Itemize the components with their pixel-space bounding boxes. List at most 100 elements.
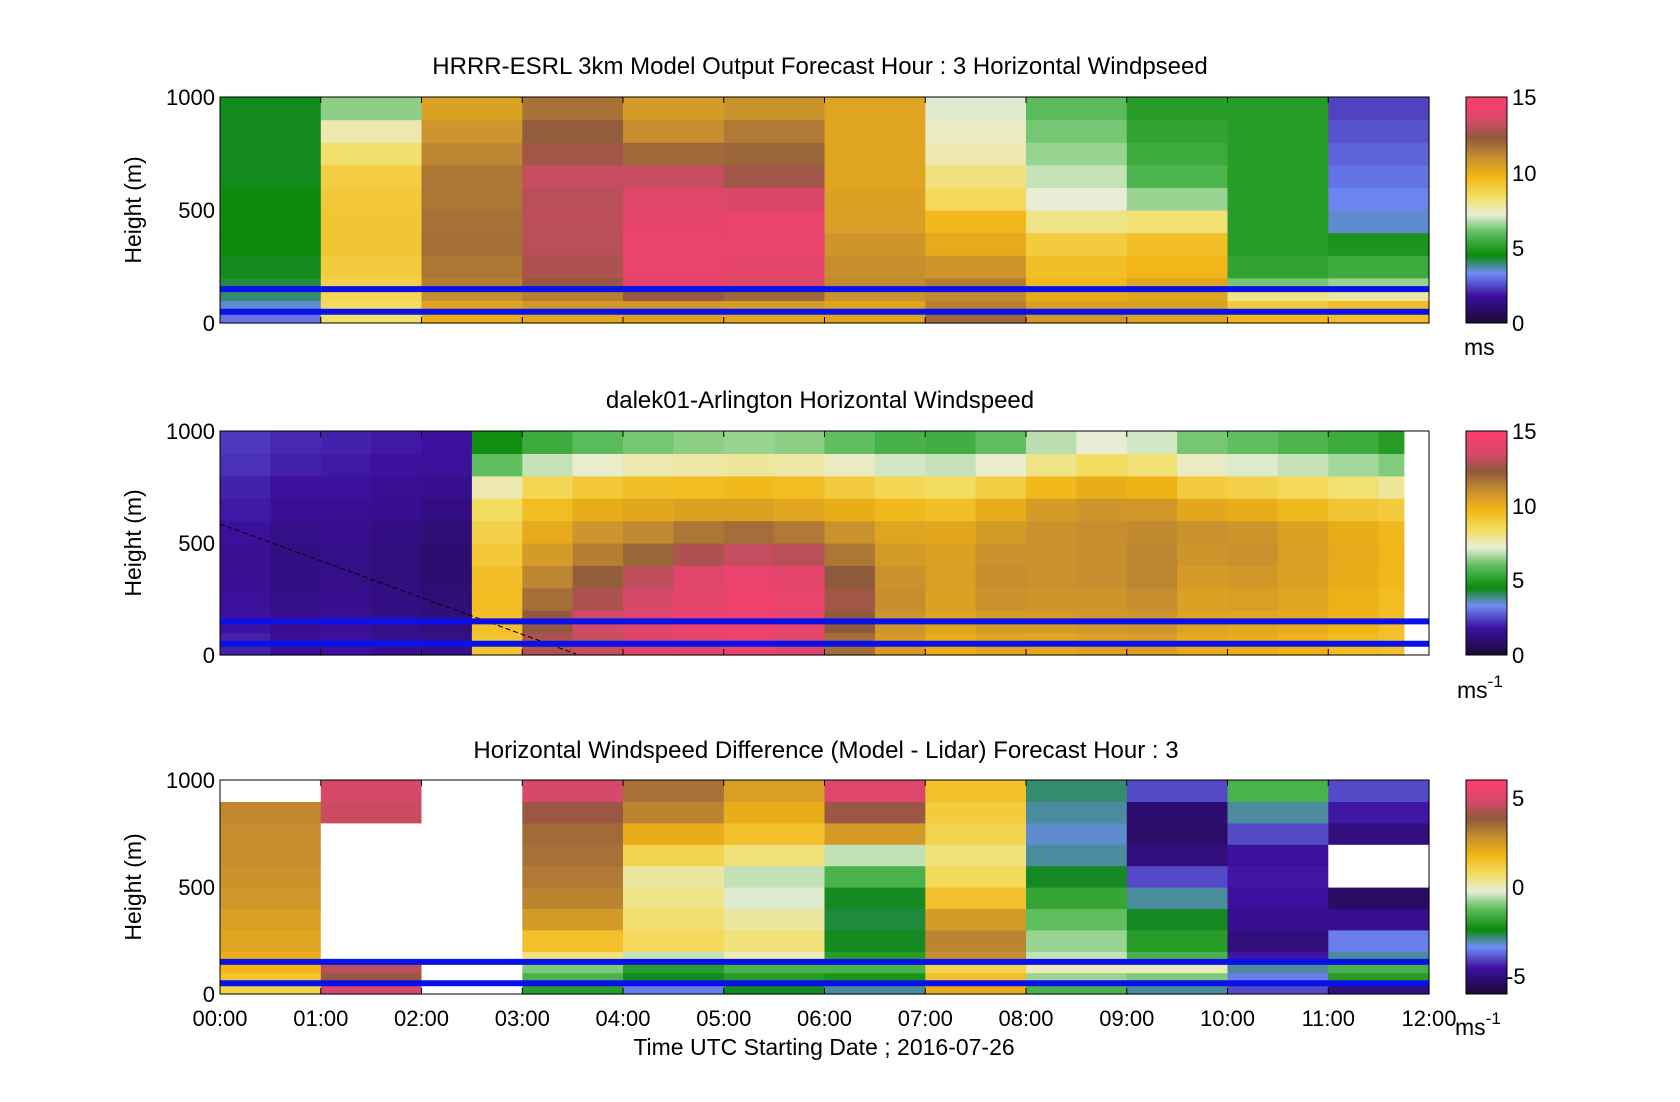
heatmap-cell	[723, 255, 826, 279]
heatmap-cell	[623, 277, 725, 290]
x-tick-label: 08:00	[998, 1006, 1053, 1031]
heatmap-cell	[1328, 300, 1430, 313]
heatmap-cell	[320, 972, 423, 984]
panel-model: HRRR-ESRL 3km Model Output Forecast Hour…	[120, 53, 1536, 360]
heatmap-cell	[824, 475, 876, 499]
heatmap-cell	[673, 520, 725, 544]
heatmap-cell	[1026, 453, 1077, 477]
panel-model-y-ticks: 1000 500 0	[166, 85, 215, 336]
panel-lidar-ytick-500: 500	[178, 531, 215, 556]
heatmap-cell	[522, 311, 624, 324]
heatmap-cell	[824, 961, 926, 974]
heatmap-cell	[723, 453, 775, 477]
heatmap-cell	[320, 844, 423, 867]
panel-lidar-heatmap	[220, 431, 1405, 656]
heatmap-cell	[1076, 587, 1128, 611]
heatmap-cell	[824, 543, 876, 566]
panel-model-ytick-500: 500	[178, 198, 215, 223]
heatmap-cell	[824, 565, 876, 589]
heatmap-cell	[774, 587, 826, 611]
heatmap-cell	[1328, 908, 1430, 931]
heatmap-cell	[1026, 311, 1128, 324]
heatmap-cell	[774, 475, 826, 499]
heatmap-cell	[723, 780, 826, 802]
heatmap-cell	[220, 780, 322, 802]
heatmap-cell	[925, 780, 1027, 802]
heatmap-cell	[320, 164, 423, 188]
heatmap-cell	[1328, 951, 1430, 963]
panel-model-cbar-tick-5: 5	[1512, 236, 1524, 261]
heatmap-cell	[1227, 142, 1329, 166]
heatmap-cell	[1026, 951, 1128, 963]
heatmap-cell	[270, 587, 322, 611]
heatmap-cell	[1378, 543, 1405, 566]
heatmap-cell	[1126, 951, 1229, 963]
heatmap-cell	[421, 277, 523, 290]
heatmap-cell	[723, 210, 826, 234]
heatmap-cell	[320, 475, 372, 499]
heatmap-cell	[270, 520, 322, 544]
heatmap-cell	[1076, 475, 1128, 499]
heatmap-cell	[1126, 255, 1229, 279]
heatmap-cell	[1227, 498, 1279, 522]
heatmap-cell	[1227, 801, 1329, 824]
heatmap-cell	[1227, 232, 1329, 256]
heatmap-cell	[320, 961, 423, 974]
x-tick-label: 12:00	[1401, 1006, 1456, 1031]
heatmap-cell	[774, 453, 826, 477]
heatmap-cell	[220, 210, 322, 234]
heatmap-cell	[320, 780, 423, 802]
heatmap-cell	[673, 431, 725, 454]
heatmap-cell	[572, 498, 624, 522]
heatmap-cell	[723, 801, 826, 824]
heatmap-cell	[1227, 210, 1329, 234]
heatmap-cell	[824, 801, 926, 824]
heatmap-cell	[1328, 929, 1430, 952]
heatmap-cell	[421, 289, 523, 301]
heatmap-cell	[220, 277, 322, 290]
heatmap-cell	[1227, 187, 1329, 211]
heatmap-cell	[522, 983, 624, 995]
heatmap-cell	[421, 311, 523, 324]
heatmap-cell	[824, 142, 926, 166]
heatmap-cell	[1026, 844, 1128, 867]
heatmap-cell	[723, 565, 775, 589]
heatmap-cell	[925, 983, 1027, 995]
heatmap-cell	[824, 187, 926, 211]
heatmap-cell	[1328, 844, 1430, 867]
heatmap-cell	[723, 822, 826, 845]
heatmap-cell	[1328, 277, 1430, 290]
heatmap-cell	[1026, 983, 1128, 995]
heatmap-cell	[723, 475, 775, 499]
heatmap-cell	[220, 232, 322, 256]
heatmap-cell	[471, 587, 523, 611]
heatmap-cell	[522, 255, 624, 279]
heatmap-cell	[1328, 543, 1380, 566]
heatmap-cell	[1126, 865, 1229, 888]
heatmap-cell	[1227, 453, 1279, 477]
heatmap-cell	[925, 972, 1027, 984]
heatmap-cell	[320, 300, 423, 313]
panel-lidar-y-ticks: 1000 500 0	[166, 419, 215, 668]
heatmap-cell	[522, 565, 574, 589]
heatmap-cell	[220, 187, 322, 211]
heatmap-cell	[1328, 887, 1430, 909]
heatmap-cell	[471, 475, 523, 499]
heatmap-cell	[824, 520, 876, 544]
heatmap-cell	[220, 453, 271, 477]
heatmap-cell	[1328, 142, 1430, 166]
heatmap-cell	[1328, 210, 1430, 234]
heatmap-cell	[925, 187, 1027, 211]
heatmap-cell	[1026, 929, 1128, 952]
panel-lidar-colorbar-gradient	[1465, 430, 1508, 656]
heatmap-cell	[1177, 498, 1229, 522]
heatmap-cell	[371, 543, 423, 566]
heatmap-cell	[1126, 142, 1229, 166]
heatmap-cell	[1177, 431, 1229, 454]
heatmap-cell	[522, 951, 624, 963]
heatmap-cell	[421, 587, 473, 611]
panel-difference-ylabel: Height (m)	[120, 833, 146, 940]
heatmap-cell	[1026, 277, 1128, 290]
heatmap-cell	[623, 97, 725, 121]
heatmap-cell	[1026, 520, 1077, 544]
